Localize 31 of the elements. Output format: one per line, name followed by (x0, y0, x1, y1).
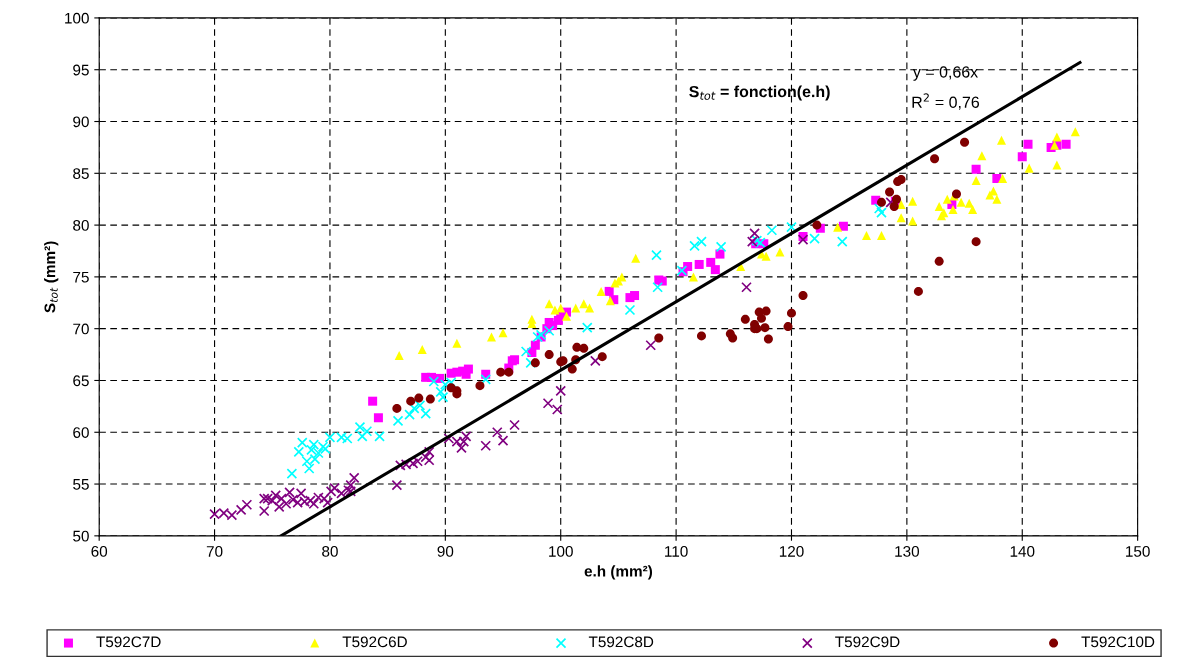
y-tick-label: 90 (73, 116, 89, 128)
x-tick-label: 100 (549, 545, 573, 557)
y-tick-label: 80 (73, 219, 89, 231)
x-tick-label: 110 (665, 545, 688, 557)
legend-label: T592C10D (1081, 636, 1155, 648)
y-tick-label: 100 (65, 12, 89, 24)
y-tick-label: 75 (73, 271, 89, 283)
legend-label: T592C9D (835, 636, 900, 648)
x-tick-label: 60 (91, 545, 108, 557)
x-axis-title: e.h (mm²) (584, 565, 653, 580)
legend-label: T592C7D (96, 636, 161, 648)
y-tick-label: 55 (73, 479, 89, 490)
x-tick-label: 140 (1010, 545, 1035, 557)
x-tick-label: 90 (437, 545, 454, 557)
x-tick-label: 150 (1126, 545, 1150, 557)
annotation: S$_{tot}$ = fonction(e.h) (689, 85, 830, 101)
y-tick-label: 70 (73, 323, 89, 335)
y-axis-title: S$_{tot}$ (mm²) (44, 241, 59, 313)
y-tick-label: 65 (73, 375, 89, 387)
annotation: y = 0,66x (912, 66, 978, 81)
y-tick-label: 50 (73, 530, 89, 542)
x-tick-label: 130 (895, 545, 920, 557)
y-tick-label: 60 (73, 427, 89, 438)
x-tick-label: 80 (322, 545, 338, 557)
annotation: R$^{2}$ = 0,76 (912, 93, 980, 110)
x-tick-label: 70 (206, 545, 223, 557)
legend-label: T592C8D (588, 636, 654, 648)
y-tick-label: 95 (73, 64, 89, 76)
x-tick-label: 120 (779, 545, 804, 557)
y-tick-label: 85 (73, 168, 89, 179)
legend-label: T592C6D (342, 636, 407, 648)
